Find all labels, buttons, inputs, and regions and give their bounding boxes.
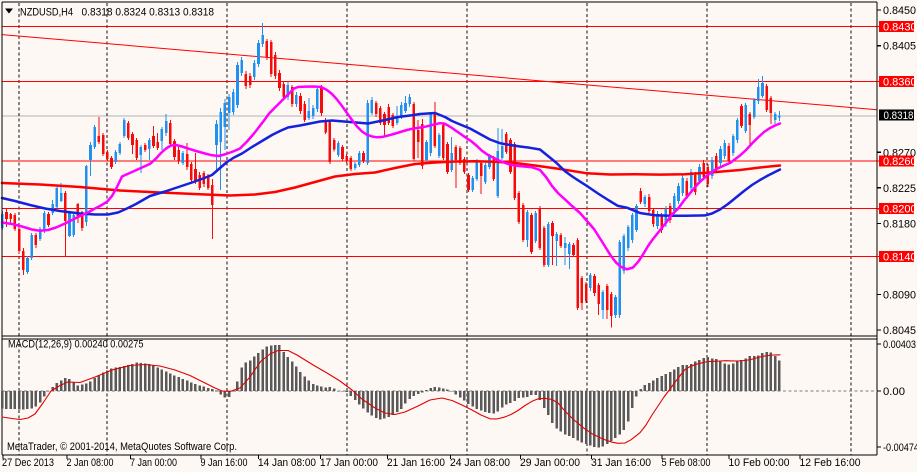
- svg-text:29 Jan 00:00: 29 Jan 00:00: [520, 457, 580, 469]
- svg-text:7 Jan 00:00: 7 Jan 00:00: [130, 457, 177, 469]
- svg-text:0.00: 0.00: [883, 386, 905, 398]
- svg-text:31 Jan 16:00: 31 Jan 16:00: [591, 457, 651, 469]
- svg-text:0.8260: 0.8260: [883, 156, 917, 168]
- svg-text:MACD(12,26,9) 0.00240 0.00275: MACD(12,26,9) 0.00240 0.00275: [8, 339, 144, 351]
- svg-text:0.00403: 0.00403: [883, 339, 916, 351]
- svg-text:0.8318: 0.8318: [884, 110, 914, 122]
- svg-text:21 Jan 16:00: 21 Jan 16:00: [387, 457, 445, 469]
- svg-text:5 Feb 08:00: 5 Feb 08:00: [662, 457, 711, 469]
- svg-text:0.8200: 0.8200: [883, 204, 917, 216]
- svg-text:0.8405: 0.8405: [883, 41, 916, 53]
- svg-text:0.8180: 0.8180: [883, 218, 916, 230]
- svg-text:14 Jan 08:00: 14 Jan 08:00: [258, 457, 316, 469]
- svg-text:0.8450: 0.8450: [883, 5, 916, 17]
- svg-text:0.8140: 0.8140: [883, 252, 917, 264]
- svg-text:27 Dec 2013: 27 Dec 2013: [2, 457, 54, 469]
- svg-text:-0.00474: -0.00474: [883, 442, 917, 454]
- svg-text:17 Jan 00:00: 17 Jan 00:00: [320, 457, 378, 469]
- svg-text:0.8090: 0.8090: [883, 289, 916, 301]
- svg-text:MetaTrader, © 2001-2014, MetaQ: MetaTrader, © 2001-2014, MetaQuotes Soft…: [7, 441, 237, 453]
- svg-text:2 Jan 08:00: 2 Jan 08:00: [67, 457, 114, 469]
- svg-text:9 Jan 16:00: 9 Jan 16:00: [201, 457, 248, 469]
- svg-text:12 Feb 16:00: 12 Feb 16:00: [800, 457, 861, 469]
- svg-text:0.8225: 0.8225: [883, 183, 916, 195]
- svg-text:0.8045: 0.8045: [883, 325, 916, 337]
- svg-text:10 Feb 00:00: 10 Feb 00:00: [729, 457, 790, 469]
- svg-text:0.8360: 0.8360: [883, 77, 917, 89]
- svg-text:NZDUSD,H4: NZDUSD,H4: [20, 7, 73, 19]
- svg-text:0.8318 0.8324 0.8313 0.8318: 0.8318 0.8324 0.8313 0.8318: [82, 7, 215, 19]
- svg-text:24 Jan 08:00: 24 Jan 08:00: [450, 457, 510, 469]
- svg-text:0.8430: 0.8430: [883, 22, 917, 34]
